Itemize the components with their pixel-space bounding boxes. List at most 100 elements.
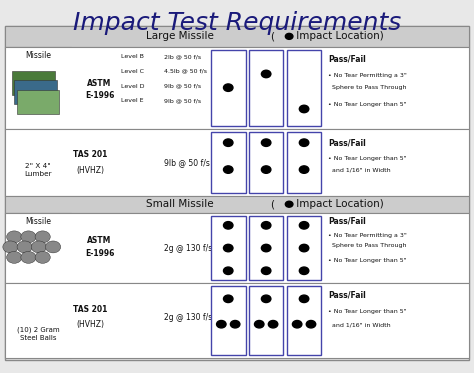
Circle shape — [223, 139, 233, 147]
Circle shape — [223, 267, 233, 275]
FancyBboxPatch shape — [5, 213, 469, 283]
Circle shape — [299, 166, 309, 173]
Circle shape — [299, 139, 309, 147]
Polygon shape — [12, 71, 55, 95]
Text: Level B: Level B — [121, 54, 144, 59]
Circle shape — [3, 241, 18, 253]
Circle shape — [299, 244, 309, 252]
Text: Impact Location): Impact Location) — [293, 199, 383, 209]
Text: 2lb @ 50 f/s: 2lb @ 50 f/s — [164, 54, 201, 59]
FancyBboxPatch shape — [5, 283, 469, 358]
Circle shape — [7, 251, 22, 263]
Text: • No Tear Permitting a 3": • No Tear Permitting a 3" — [328, 233, 407, 238]
Text: and 1/16" in Width: and 1/16" in Width — [328, 168, 391, 173]
Text: Level C: Level C — [121, 69, 144, 74]
Text: Missile: Missile — [25, 217, 51, 226]
Text: Large Missile: Large Missile — [146, 31, 214, 41]
Circle shape — [262, 166, 271, 173]
Text: 9lb @ 50 f/s: 9lb @ 50 f/s — [164, 158, 210, 167]
Circle shape — [230, 320, 240, 328]
FancyBboxPatch shape — [211, 216, 246, 280]
Circle shape — [262, 244, 271, 252]
Circle shape — [262, 222, 271, 229]
FancyBboxPatch shape — [211, 50, 246, 126]
Text: (: ( — [270, 199, 274, 209]
Text: • No Tear Longer than 5": • No Tear Longer than 5" — [328, 258, 407, 263]
Text: and 1/16" in Width: and 1/16" in Width — [328, 323, 391, 328]
Circle shape — [223, 295, 233, 303]
Text: (HVHZ): (HVHZ) — [76, 320, 104, 329]
Circle shape — [285, 34, 293, 39]
Polygon shape — [14, 80, 57, 104]
FancyBboxPatch shape — [249, 50, 283, 126]
Text: Level E: Level E — [121, 98, 143, 103]
Circle shape — [285, 201, 293, 207]
Circle shape — [223, 244, 233, 252]
Text: • No Tear Longer than 5": • No Tear Longer than 5" — [328, 101, 407, 107]
Circle shape — [17, 241, 32, 253]
Circle shape — [223, 222, 233, 229]
Text: 2" X 4"
Lumber: 2" X 4" Lumber — [24, 163, 52, 176]
FancyBboxPatch shape — [249, 132, 283, 193]
Text: Sphere to Pass Through: Sphere to Pass Through — [328, 85, 407, 90]
Text: 2g @ 130 f/s: 2g @ 130 f/s — [164, 244, 212, 253]
Circle shape — [299, 267, 309, 275]
FancyBboxPatch shape — [5, 26, 469, 47]
Text: E-1996: E-1996 — [85, 249, 114, 258]
Text: (: ( — [270, 31, 274, 41]
Circle shape — [299, 222, 309, 229]
Circle shape — [7, 231, 22, 243]
Polygon shape — [17, 90, 59, 114]
Circle shape — [262, 267, 271, 275]
FancyBboxPatch shape — [211, 286, 246, 355]
FancyBboxPatch shape — [287, 50, 321, 126]
Text: Small Missile: Small Missile — [146, 199, 214, 209]
Text: Impact Test Requirements: Impact Test Requirements — [73, 11, 401, 35]
FancyBboxPatch shape — [5, 26, 469, 360]
Circle shape — [268, 320, 278, 328]
FancyBboxPatch shape — [5, 47, 469, 129]
Text: (10) 2 Gram
Steel Balls: (10) 2 Gram Steel Balls — [17, 327, 59, 341]
Circle shape — [299, 295, 309, 303]
Text: TAS 201: TAS 201 — [73, 150, 107, 159]
Circle shape — [262, 295, 271, 303]
Text: Pass/Fail: Pass/Fail — [328, 54, 366, 63]
Text: Sphere to Pass Through: Sphere to Pass Through — [328, 244, 407, 248]
FancyBboxPatch shape — [5, 47, 71, 196]
Circle shape — [255, 320, 264, 328]
Text: 9lb @ 50 f/s: 9lb @ 50 f/s — [164, 98, 201, 103]
FancyBboxPatch shape — [211, 132, 246, 193]
FancyBboxPatch shape — [287, 286, 321, 355]
FancyBboxPatch shape — [249, 216, 283, 280]
Text: 4.5lb @ 50 f/s: 4.5lb @ 50 f/s — [164, 69, 207, 74]
Circle shape — [21, 251, 36, 263]
Text: TAS 201: TAS 201 — [73, 305, 107, 314]
FancyBboxPatch shape — [287, 216, 321, 280]
FancyBboxPatch shape — [5, 213, 71, 358]
Text: ASTM: ASTM — [87, 236, 112, 245]
Text: Impact Location): Impact Location) — [293, 31, 383, 41]
Circle shape — [35, 251, 50, 263]
Text: Level D: Level D — [121, 84, 145, 88]
Text: E-1996: E-1996 — [85, 91, 114, 100]
Text: 2g @ 130 f/s: 2g @ 130 f/s — [164, 313, 212, 322]
Circle shape — [46, 241, 61, 253]
Text: Pass/Fail: Pass/Fail — [328, 290, 366, 299]
Circle shape — [262, 139, 271, 147]
Circle shape — [299, 105, 309, 113]
Circle shape — [292, 320, 302, 328]
Circle shape — [306, 320, 316, 328]
Text: (HVHZ): (HVHZ) — [76, 166, 104, 175]
FancyBboxPatch shape — [249, 286, 283, 355]
Circle shape — [262, 70, 271, 78]
Text: Pass/Fail: Pass/Fail — [328, 139, 366, 148]
Text: Pass/Fail: Pass/Fail — [328, 217, 366, 226]
Circle shape — [217, 320, 226, 328]
Text: • No Tear Longer than 5": • No Tear Longer than 5" — [328, 156, 407, 162]
Circle shape — [21, 231, 36, 243]
Circle shape — [31, 241, 46, 253]
FancyBboxPatch shape — [5, 196, 469, 213]
FancyBboxPatch shape — [287, 132, 321, 193]
FancyBboxPatch shape — [5, 129, 469, 196]
Circle shape — [223, 84, 233, 91]
